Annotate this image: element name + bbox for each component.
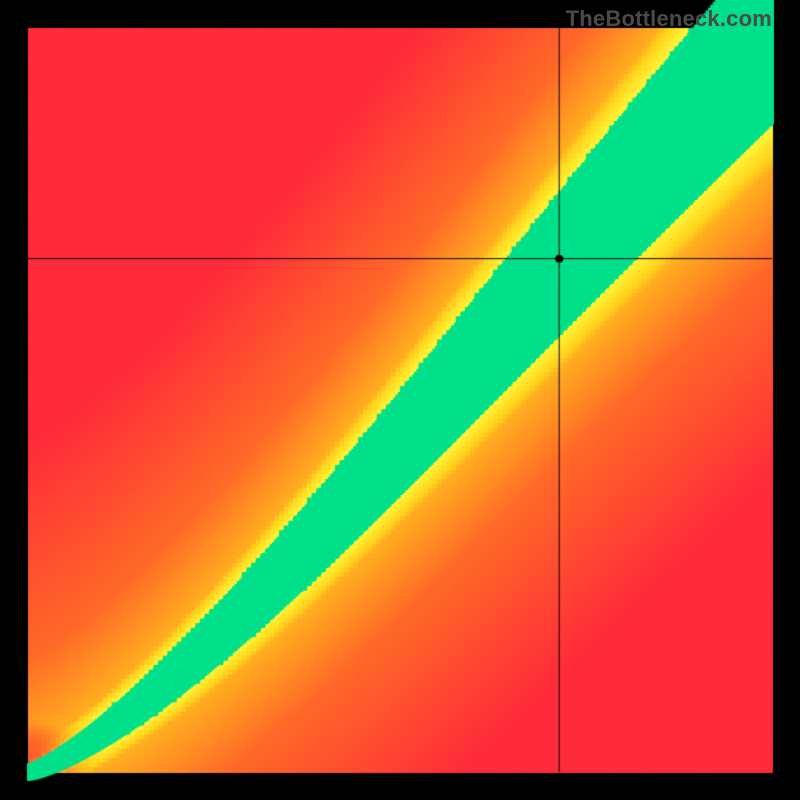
chart-container: TheBottleneck.com	[0, 0, 800, 800]
watermark-text: TheBottleneck.com	[566, 6, 772, 32]
bottleneck-heatmap	[0, 0, 800, 800]
